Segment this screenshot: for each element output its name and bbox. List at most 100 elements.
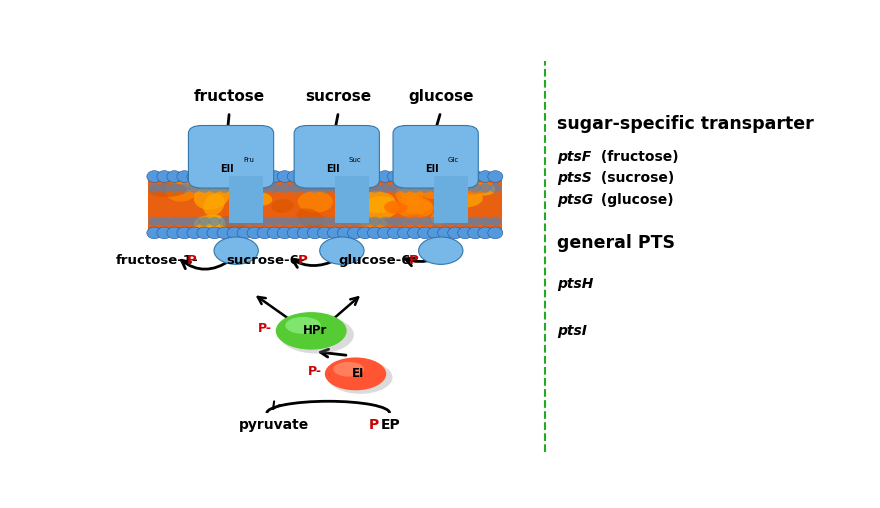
Ellipse shape (177, 171, 192, 182)
Ellipse shape (209, 216, 221, 226)
Ellipse shape (401, 200, 432, 214)
Ellipse shape (229, 183, 240, 193)
Ellipse shape (299, 183, 311, 193)
Ellipse shape (409, 183, 422, 193)
Ellipse shape (257, 227, 272, 239)
Ellipse shape (449, 183, 461, 193)
Ellipse shape (149, 183, 160, 193)
Ellipse shape (399, 183, 411, 193)
Ellipse shape (297, 171, 312, 182)
Ellipse shape (329, 216, 341, 226)
Ellipse shape (299, 216, 311, 226)
Ellipse shape (480, 183, 491, 193)
Text: EII: EII (221, 165, 234, 174)
Ellipse shape (348, 227, 363, 239)
Ellipse shape (368, 227, 383, 239)
Text: pyruvate: pyruvate (238, 418, 309, 432)
Ellipse shape (387, 171, 402, 182)
Ellipse shape (459, 216, 472, 226)
Ellipse shape (257, 171, 272, 182)
Text: HPr: HPr (303, 325, 326, 337)
Ellipse shape (431, 209, 451, 225)
Ellipse shape (271, 199, 293, 213)
Ellipse shape (214, 237, 259, 264)
Ellipse shape (167, 227, 182, 239)
Ellipse shape (329, 183, 341, 193)
Ellipse shape (421, 183, 447, 199)
Ellipse shape (369, 183, 381, 193)
Ellipse shape (194, 215, 224, 230)
Ellipse shape (348, 171, 363, 182)
Ellipse shape (158, 183, 171, 193)
Ellipse shape (158, 216, 171, 226)
Ellipse shape (188, 216, 201, 226)
Bar (230, 176, 263, 190)
Ellipse shape (378, 227, 392, 239)
Ellipse shape (318, 227, 333, 239)
Ellipse shape (379, 216, 391, 226)
Bar (148, 178, 502, 231)
FancyBboxPatch shape (294, 125, 379, 188)
Ellipse shape (369, 216, 381, 226)
Ellipse shape (336, 198, 360, 214)
Text: Fru: Fru (243, 156, 253, 163)
Ellipse shape (277, 227, 292, 239)
Text: ptsF: ptsF (557, 150, 591, 164)
Text: P-: P- (307, 365, 321, 378)
Ellipse shape (335, 204, 353, 223)
Ellipse shape (297, 191, 333, 213)
Ellipse shape (357, 171, 372, 182)
Ellipse shape (327, 227, 342, 239)
Ellipse shape (489, 216, 502, 226)
Ellipse shape (209, 183, 221, 193)
Ellipse shape (289, 216, 301, 226)
Ellipse shape (429, 216, 441, 226)
FancyBboxPatch shape (188, 125, 274, 188)
Ellipse shape (458, 227, 473, 239)
Ellipse shape (360, 191, 396, 213)
Ellipse shape (418, 227, 433, 239)
Bar (434, 208, 468, 224)
Ellipse shape (275, 312, 347, 350)
Ellipse shape (402, 214, 433, 233)
Ellipse shape (168, 183, 180, 193)
Bar (335, 178, 370, 224)
Ellipse shape (309, 216, 321, 226)
Ellipse shape (217, 227, 232, 239)
Ellipse shape (357, 227, 372, 239)
Ellipse shape (318, 171, 333, 182)
Ellipse shape (206, 215, 225, 238)
Ellipse shape (249, 183, 260, 193)
Ellipse shape (157, 171, 172, 182)
Ellipse shape (249, 216, 260, 226)
Text: EII: EII (425, 165, 439, 174)
Ellipse shape (400, 182, 421, 201)
Ellipse shape (458, 171, 473, 182)
Text: P: P (297, 254, 307, 267)
Ellipse shape (488, 227, 502, 239)
Ellipse shape (218, 216, 231, 226)
Ellipse shape (437, 227, 452, 239)
Text: glucose: glucose (408, 89, 473, 104)
Ellipse shape (197, 227, 212, 239)
Text: (glucose): (glucose) (597, 193, 674, 207)
Ellipse shape (407, 171, 422, 182)
Ellipse shape (348, 216, 361, 226)
Ellipse shape (194, 183, 230, 210)
Ellipse shape (187, 171, 202, 182)
Ellipse shape (297, 208, 324, 228)
Ellipse shape (280, 316, 354, 354)
Ellipse shape (468, 171, 483, 182)
Ellipse shape (237, 227, 252, 239)
Ellipse shape (348, 183, 361, 193)
Ellipse shape (247, 192, 272, 206)
Ellipse shape (287, 227, 302, 239)
Ellipse shape (459, 183, 472, 193)
Ellipse shape (319, 183, 331, 193)
Ellipse shape (399, 216, 411, 226)
Ellipse shape (165, 178, 198, 202)
Ellipse shape (387, 227, 402, 239)
Ellipse shape (157, 227, 172, 239)
Bar (434, 176, 468, 190)
Ellipse shape (227, 171, 242, 182)
